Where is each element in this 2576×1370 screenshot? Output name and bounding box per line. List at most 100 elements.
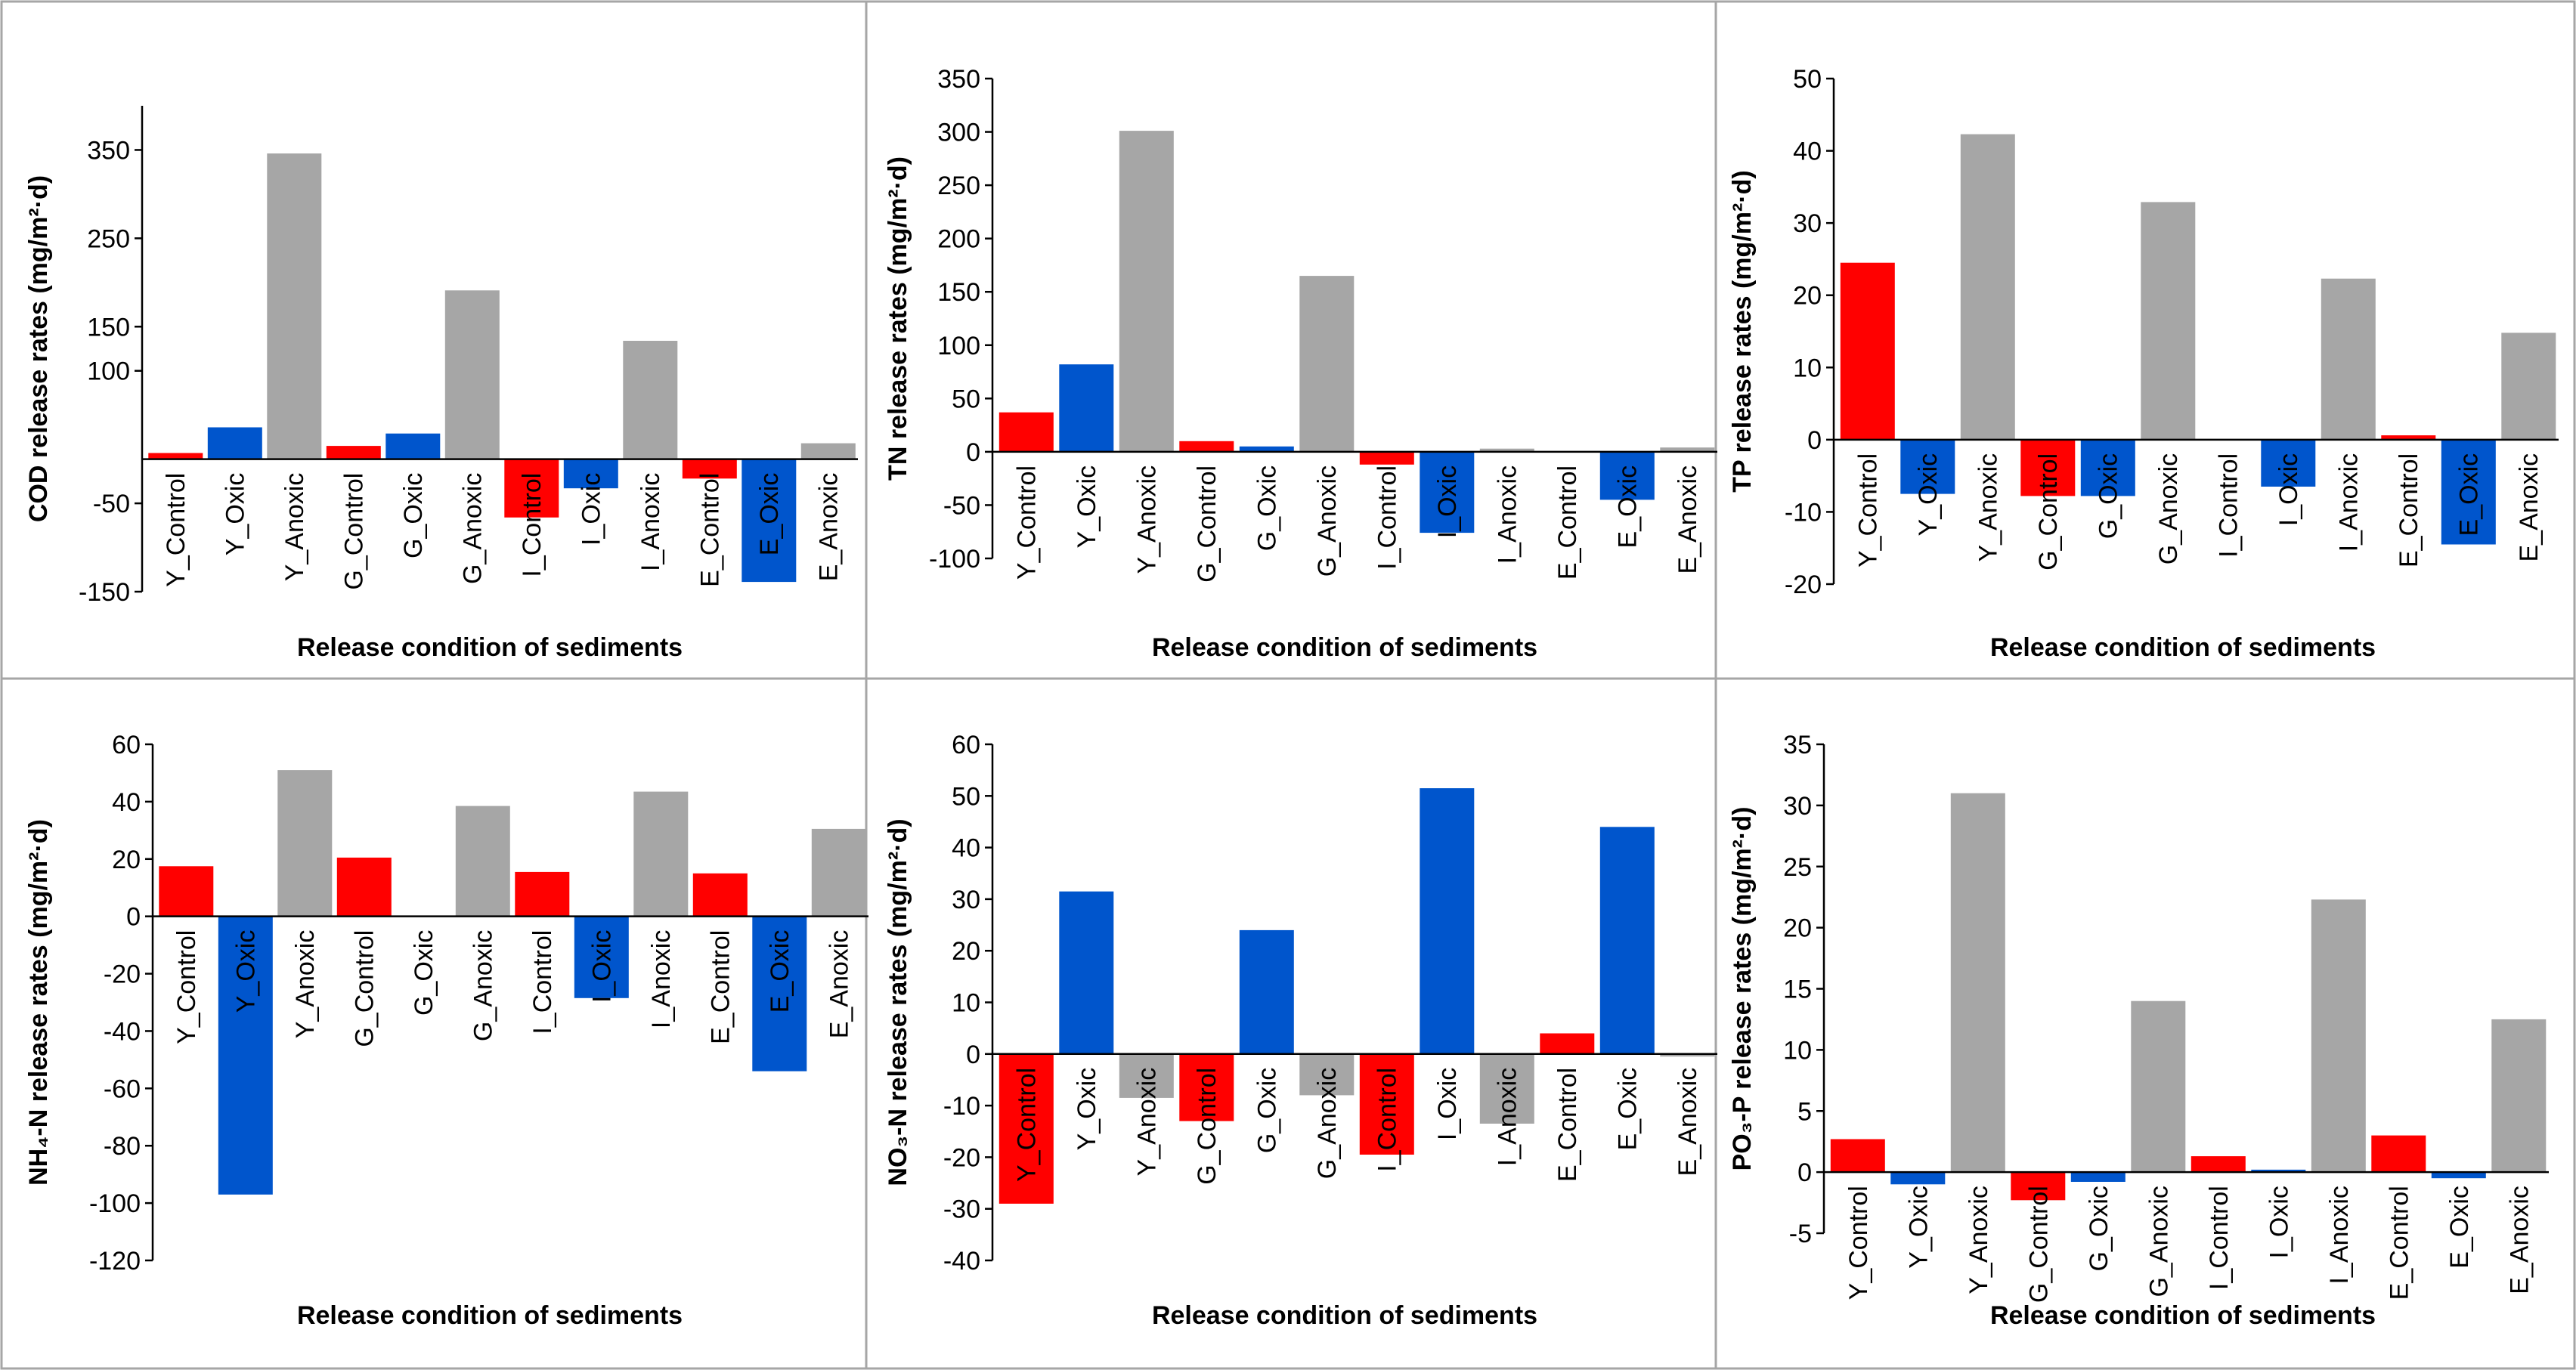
cod-bar-g-oxic <box>385 433 441 459</box>
no3n-bar-i-oxic <box>1420 788 1475 1054</box>
po3p-y-tick-label: 35 <box>1783 731 1812 759</box>
tp-y-tick-label: 50 <box>1793 65 1822 94</box>
no3n-bar-i-anoxic <box>1479 1053 1534 1124</box>
no3n-bar-y-anoxic <box>1119 1053 1174 1098</box>
no3n-x-tick-label: Y_Control <box>1013 1068 1042 1182</box>
tn-y-tick-label: 100 <box>937 332 980 360</box>
no3n-y-tick-label: 50 <box>952 782 980 811</box>
cod-x-tick-label: I_Anoxic <box>636 473 665 571</box>
no3n-bar-e-oxic <box>1599 827 1655 1054</box>
cod-y-tick-label: 250 <box>87 224 130 253</box>
po3p-x-tick-label: I_Anoxic <box>2325 1186 2354 1284</box>
no3n-x-tick-label: G_Oxic <box>1253 1068 1282 1153</box>
nh4n-bar-i-control <box>515 871 570 917</box>
nh4n-y-tick-label: -40 <box>104 1017 141 1046</box>
nh4n-y-tick-label: 40 <box>112 788 141 817</box>
tp-y-tick-label: -10 <box>1785 498 1822 527</box>
no3n-y-tick-label: 40 <box>952 834 980 863</box>
tn-y-tick-label: -100 <box>929 545 980 574</box>
cod-y-tick-label: 150 <box>87 313 130 342</box>
tp-x-tick-label: E_Control <box>2395 453 2423 567</box>
tp-x-tick-label: G_Oxic <box>2095 453 2123 539</box>
cod-x-tick-label: Y_Control <box>162 473 190 587</box>
po3p-bar-i-anoxic <box>2311 899 2366 1173</box>
tn-bar-g-oxic <box>1239 446 1294 452</box>
po3p-y-tick-label: -5 <box>1789 1220 1812 1248</box>
tn-bar-y-anoxic <box>1119 131 1174 452</box>
no3n-y-tick-label: -20 <box>943 1143 980 1172</box>
tn-x-tick-label: E_Oxic <box>1614 465 1643 549</box>
po3p-y-tick-label: 10 <box>1783 1036 1812 1065</box>
cod-y-axis-title: COD release rates (mg/m²·d) <box>24 175 53 522</box>
nh4n-bar-i-anoxic <box>633 791 689 917</box>
tn-x-tick-label: Y_Anoxic <box>1133 465 1162 574</box>
nh4n-y-tick-label: -80 <box>104 1132 141 1161</box>
tp-chart: -20 -10 0 10 20 30 40 50 Y_Control Y_Oxic Y_Anoxic… <box>1728 65 2559 662</box>
no3n-bar-y-control <box>999 1053 1054 1204</box>
po3p-bar-y-control <box>1830 1139 1885 1173</box>
nh4n-bar-i-oxic <box>574 916 629 998</box>
po3p-bar-i-oxic <box>2251 1169 2306 1173</box>
tp-x-tick-label: G_Anoxic <box>2154 453 2183 564</box>
nh4n-y-tick-label: -20 <box>104 960 141 989</box>
no3n-y-tick-label: 60 <box>952 731 980 759</box>
no3n-x-tick-label: I_Anoxic <box>1494 1068 1522 1166</box>
no3n-x-tick-label: E_Anoxic <box>1673 1068 1702 1177</box>
po3p-bar-i-control <box>2191 1156 2246 1173</box>
tn-bar-i-anoxic <box>1479 448 1534 452</box>
cod-x-tick-label: Y_Anoxic <box>280 473 309 582</box>
nh4n-bar-g-control <box>336 857 392 917</box>
po3p-y-tick-label: 15 <box>1783 976 1812 1004</box>
po3p-x-tick-label: I_Oxic <box>2265 1186 2293 1258</box>
tp-x-axis-title: Release condition of sediments <box>1990 633 2376 662</box>
tp-x-tick-label: Y_Oxic <box>1914 453 1943 537</box>
nh4n-x-tick-label: Y_Control <box>172 930 201 1044</box>
tp-x-tick-label: I_Oxic <box>2274 453 2303 526</box>
cod-bar-y-oxic <box>207 427 262 459</box>
po3p-bar-e-anoxic <box>2491 1019 2547 1173</box>
tn-x-tick-label: I_Control <box>1373 465 1402 570</box>
cod-bar-e-oxic <box>742 459 797 583</box>
tn-x-tick-label: Y_Oxic <box>1073 465 1101 549</box>
tn-y-tick-label: 0 <box>966 438 980 467</box>
tn-y-tick-label: 250 <box>937 172 980 200</box>
tn-y-tick-label: 200 <box>937 225 980 254</box>
po3p-chart: -5 0 5 10 15 20 25 30 35 Y_Control Y_Oxic Y_Anoxic G… <box>1728 731 2549 1330</box>
po3p-y-tick-label: 20 <box>1783 914 1812 943</box>
po3p-bar-y-oxic <box>1890 1172 1946 1185</box>
cod-x-tick-label: E_Oxic <box>755 473 784 556</box>
tn-bar-y-oxic <box>1059 364 1114 452</box>
no3n-bar-g-oxic <box>1239 929 1294 1054</box>
nh4n-y-tick-label: -120 <box>89 1247 141 1276</box>
nh4n-x-tick-label: I_Anoxic <box>647 930 676 1028</box>
po3p-x-tick-label: E_Oxic <box>2445 1186 2474 1269</box>
cod-x-tick-label: E_Anoxic <box>815 473 844 582</box>
nh4n-x-tick-label: E_Anoxic <box>825 930 854 1039</box>
nh4n-bar-e-anoxic <box>811 828 866 917</box>
no3n-x-tick-label: E_Control <box>1553 1068 1582 1182</box>
tp-bar-i-anoxic <box>2321 278 2376 440</box>
tn-y-tick-label: 150 <box>937 278 980 307</box>
nh4n-y-tick-label: 60 <box>112 731 141 759</box>
tp-bar-y-anoxic <box>1960 134 2015 440</box>
cod-bar-y-anoxic <box>267 153 322 459</box>
tp-x-tick-label: I_Control <box>2215 453 2243 558</box>
cod-x-tick-label: I_Oxic <box>577 473 606 546</box>
po3p-bar-g-control <box>2011 1172 2066 1201</box>
no3n-y-axis-title: NO₃-N release rates (mg/m²·d) <box>884 818 912 1186</box>
tn-x-tick-label: G_Control <box>1193 465 1221 583</box>
po3p-bar-g-oxic <box>2070 1172 2126 1182</box>
tn-bar-i-oxic <box>1420 451 1475 533</box>
tp-y-tick-label: 30 <box>1793 209 1822 238</box>
po3p-x-tick-label: E_Anoxic <box>2505 1186 2534 1294</box>
nh4n-bar-y-oxic <box>218 916 273 1195</box>
no3n-bar-g-control <box>1179 1053 1234 1121</box>
no3n-bar-g-anoxic <box>1299 1053 1355 1096</box>
no3n-y-tick-label: 10 <box>952 989 980 1018</box>
cod-bar-y-control <box>148 453 203 459</box>
cod-bar-g-control <box>326 446 381 459</box>
tn-x-tick-label: Y_Control <box>1013 465 1042 580</box>
po3p-y-tick-label: 25 <box>1783 853 1812 882</box>
tn-y-tick-label: 350 <box>937 65 980 94</box>
